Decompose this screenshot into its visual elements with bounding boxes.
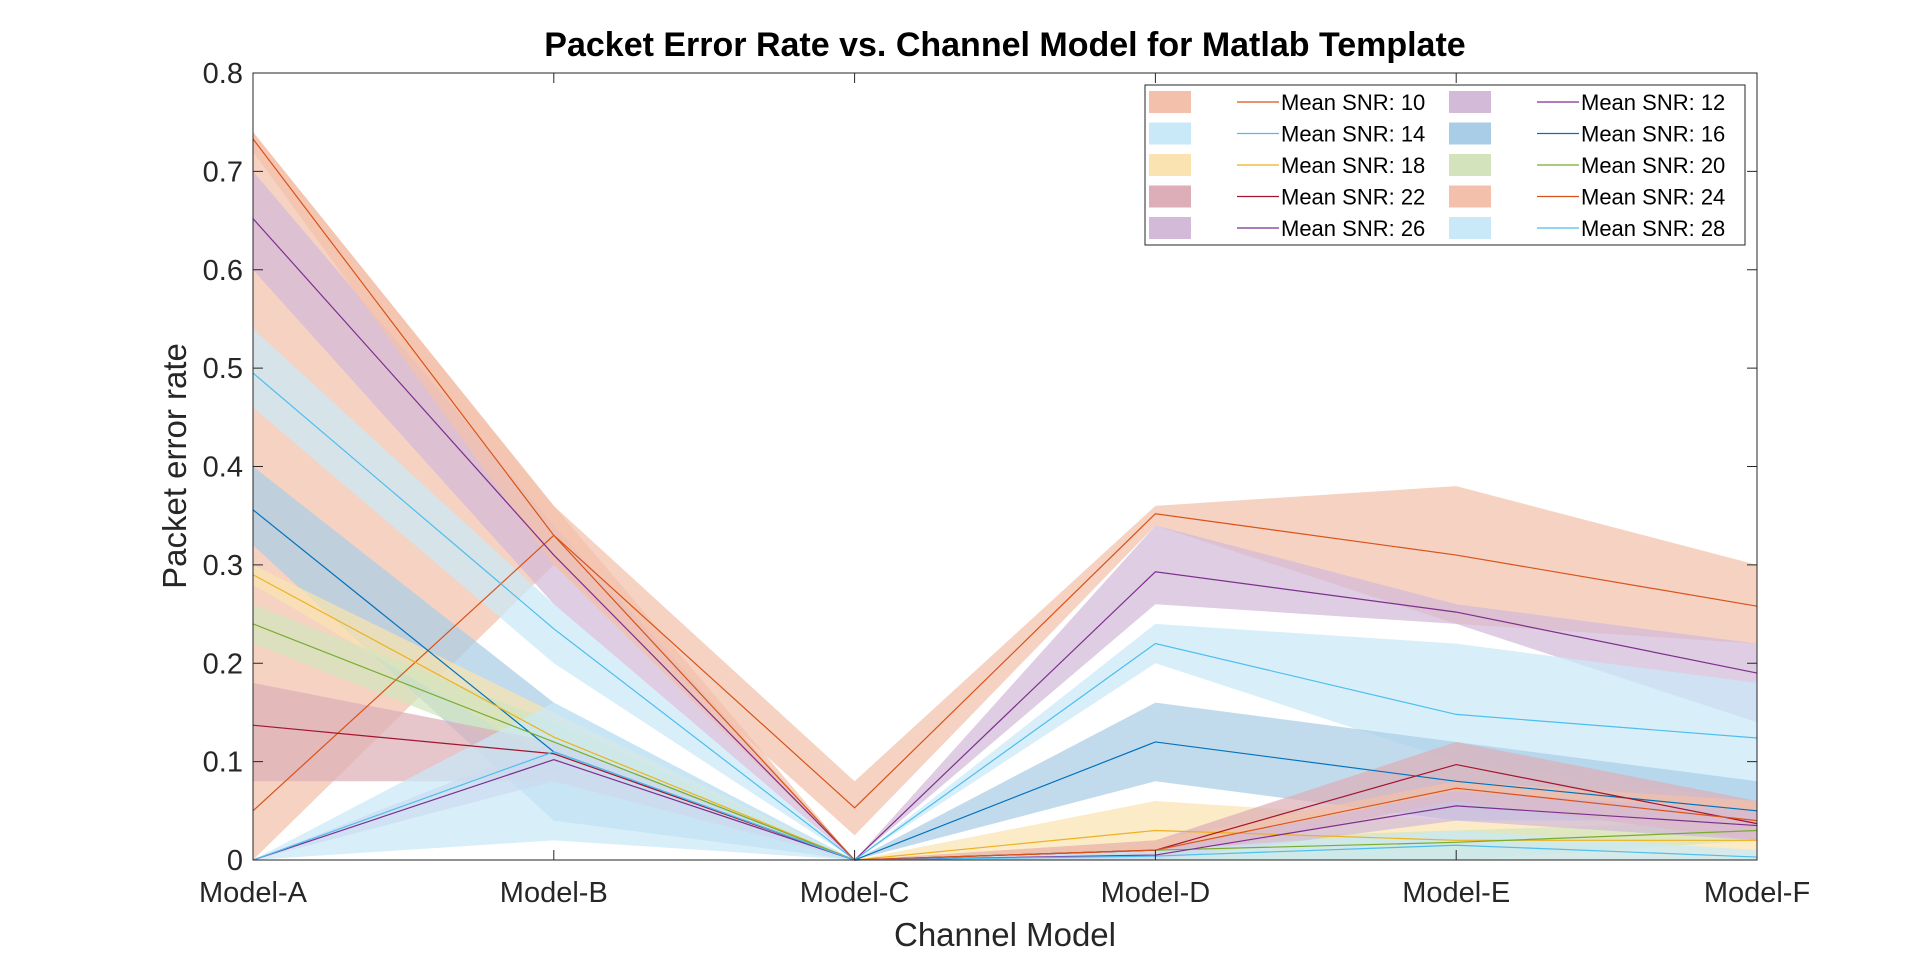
line-series-3 — [252, 509, 1758, 861]
legend-swatch — [1149, 122, 1191, 145]
legend-swatch — [1449, 91, 1491, 113]
legend-entry-label: Mean SNR: 28 — [1581, 216, 1725, 241]
legend-swatch — [1149, 185, 1191, 208]
line-series-0 — [252, 513, 1758, 812]
line-series-2 — [252, 372, 1758, 861]
y-tick-label: 0.3 — [203, 550, 243, 582]
legend-entry-label: Mean SNR: 22 — [1281, 185, 1425, 210]
y-tick-label: 0 — [227, 845, 243, 877]
legend-entry-label: Mean SNR: 18 — [1281, 153, 1425, 178]
legend: Mean SNR: 10 Mean SNR: 12 Mean SNR: 14 Mean… — [1144, 84, 1746, 246]
legend-swatch — [1149, 217, 1191, 239]
legend-entry-label: Mean SNR: 12 — [1581, 90, 1725, 115]
x-axis-label: Channel Model — [894, 916, 1116, 953]
mean-lines — [252, 138, 1758, 861]
line-series-1 — [252, 218, 1758, 861]
y-tick-label: 0.7 — [203, 156, 243, 188]
x-tick-label: Model-C — [800, 877, 910, 909]
chart-title: Packet Error Rate vs. Channel Model for … — [544, 26, 1465, 64]
legend-swatch — [1149, 91, 1191, 113]
band-series-2 — [253, 328, 1757, 860]
x-tick-labels: Model-A Model-B Model-C Model-D Model-E Model… — [199, 877, 1810, 909]
y-tick-label: 0.4 — [203, 452, 243, 484]
legend-entry-label: Mean SNR: 20 — [1581, 153, 1725, 178]
x-tick-label: Model-A — [199, 877, 308, 909]
y-tick-labels: 0 0.1 0.2 0.3 0.4 0.5 0.6 0.7 0.8 — [203, 58, 243, 877]
legend-swatch — [1449, 154, 1491, 176]
legend-entry-label: Mean SNR: 14 — [1281, 122, 1425, 147]
legend-swatch — [1449, 122, 1491, 145]
band-series-1 — [253, 171, 1757, 860]
legend-entry-label: Mean SNR: 16 — [1581, 122, 1725, 147]
x-tick-label: Model-B — [500, 877, 608, 909]
legend-swatch — [1449, 217, 1491, 239]
y-tick-label: 0.8 — [203, 58, 243, 90]
line-series-9 — [252, 751, 1758, 861]
y-tick-label: 0.6 — [203, 255, 243, 287]
legend-entry-label: Mean SNR: 24 — [1581, 185, 1725, 210]
legend-swatch — [1449, 185, 1491, 208]
y-tick-label: 0.5 — [203, 353, 243, 385]
band-series-9 — [253, 702, 1757, 860]
y-axis-label: Packet error rate — [156, 343, 193, 589]
x-tick-label: Model-D — [1101, 877, 1211, 909]
legend-entry-label: Mean SNR: 10 — [1281, 90, 1425, 115]
line-series-7 — [252, 138, 1758, 861]
axis-ticks — [252, 72, 1758, 861]
y-tick-label: 0.2 — [203, 648, 243, 680]
legend-swatch — [1149, 154, 1191, 176]
confidence-bands — [253, 132, 1757, 860]
x-tick-label: Model-E — [1402, 877, 1510, 909]
y-tick-label: 0.1 — [203, 747, 243, 779]
x-tick-label: Model-F — [1704, 877, 1810, 909]
legend-entry-label: Mean SNR: 26 — [1281, 216, 1425, 241]
band-series-0 — [253, 132, 1757, 860]
